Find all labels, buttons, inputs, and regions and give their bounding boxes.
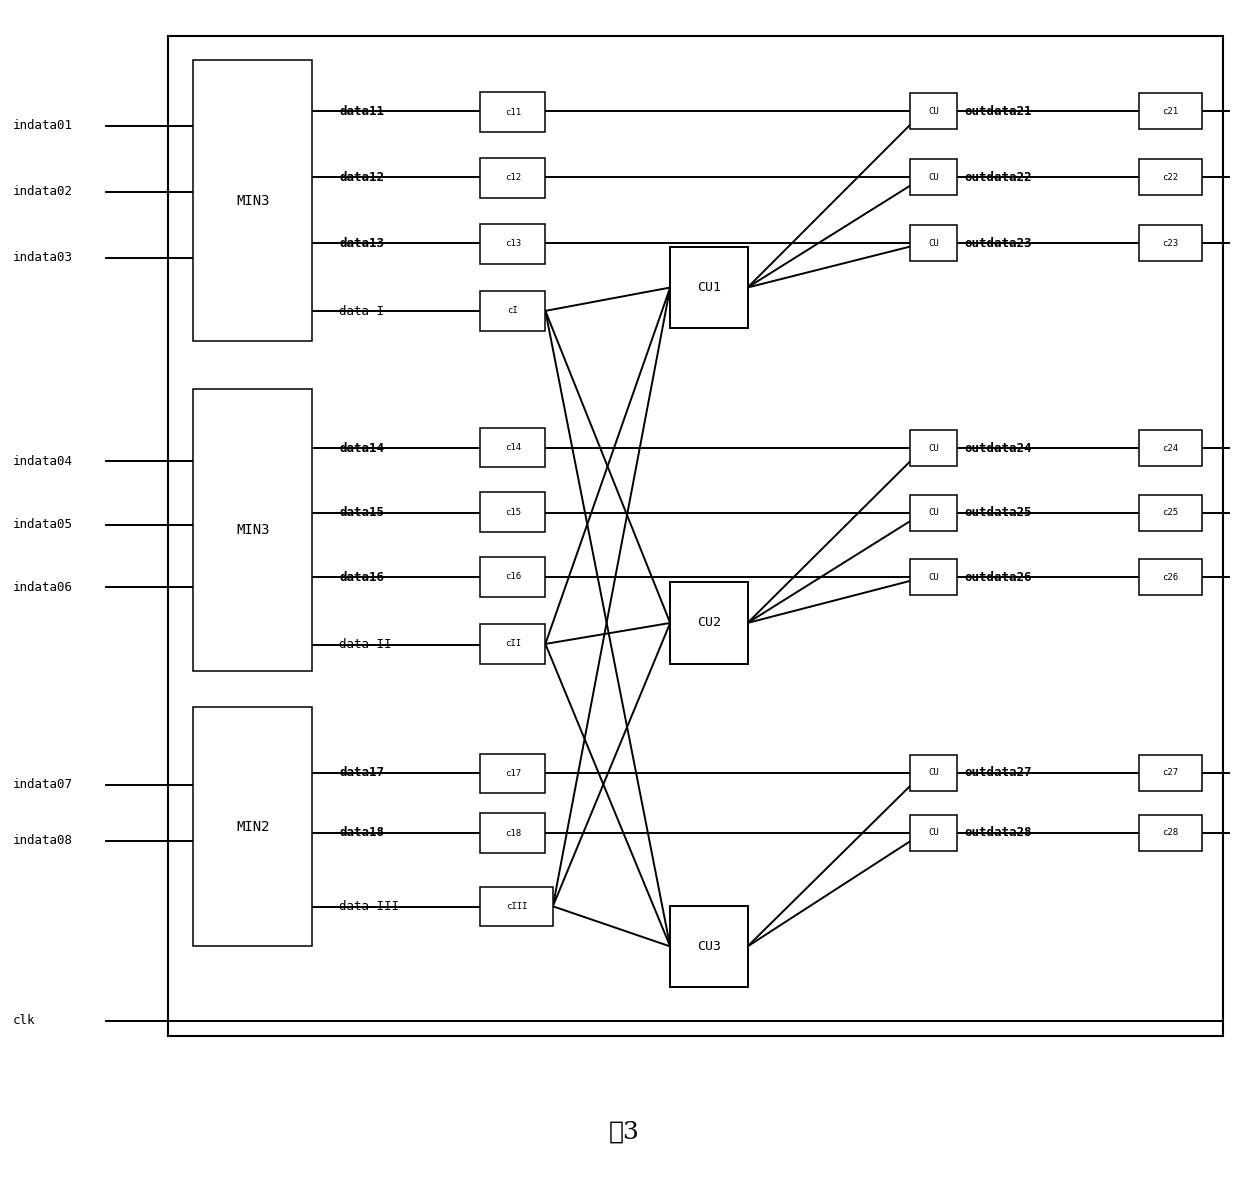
Bar [1139, 225, 1202, 261]
Text: CU: CU [929, 238, 938, 248]
Bar [193, 707, 312, 946]
Bar [1139, 815, 1202, 851]
Bar [480, 624, 545, 664]
Text: indata02: indata02 [12, 186, 72, 198]
Text: indata05: indata05 [12, 519, 72, 531]
Text: indata07: indata07 [12, 779, 72, 791]
Bar [480, 557, 545, 597]
Text: c23: c23 [1163, 238, 1178, 248]
Text: c21: c21 [1163, 107, 1178, 116]
Bar [480, 813, 545, 853]
Bar [910, 559, 957, 595]
Text: data18: data18 [339, 827, 384, 839]
Bar [910, 93, 957, 129]
Text: MIN3: MIN3 [236, 194, 270, 207]
Bar [670, 582, 748, 664]
Text: CU: CU [929, 573, 938, 582]
Text: c26: c26 [1163, 573, 1178, 582]
Text: indata06: indata06 [12, 581, 72, 593]
Text: outdata25: outdata25 [965, 507, 1032, 519]
Bar [670, 906, 748, 987]
Text: data II: data II [339, 639, 392, 651]
Text: c25: c25 [1163, 508, 1178, 518]
Text: c15: c15 [505, 508, 520, 516]
Text: c18: c18 [505, 829, 520, 837]
Text: CU2: CU2 [696, 617, 721, 629]
Bar [910, 225, 957, 261]
Text: CU: CU [929, 173, 938, 182]
Text: outdata27: outdata27 [965, 767, 1032, 779]
Text: data11: data11 [339, 105, 384, 117]
Text: data15: data15 [339, 507, 384, 519]
Text: data14: data14 [339, 442, 384, 454]
Bar [168, 36, 1223, 1036]
Bar [1139, 495, 1202, 531]
Text: outdata21: outdata21 [965, 105, 1032, 117]
Text: CU1: CU1 [696, 282, 721, 294]
Text: c13: c13 [505, 240, 520, 248]
Text: c28: c28 [1163, 828, 1178, 837]
Text: cIII: cIII [505, 902, 528, 910]
Bar [1139, 559, 1202, 595]
Text: outdata28: outdata28 [965, 827, 1032, 839]
Text: CU: CU [929, 508, 938, 518]
Text: cII: cII [505, 640, 520, 648]
Bar [910, 815, 957, 851]
Bar [1139, 159, 1202, 195]
Bar [193, 389, 312, 671]
Bar [480, 92, 545, 132]
Bar [910, 755, 957, 791]
Text: data13: data13 [339, 237, 384, 249]
Text: data III: data III [339, 901, 399, 913]
Bar [1139, 430, 1202, 466]
Text: data17: data17 [339, 767, 384, 779]
Text: CU3: CU3 [696, 940, 721, 952]
Text: CU: CU [929, 828, 938, 837]
Text: CU: CU [929, 768, 938, 778]
Text: c17: c17 [505, 769, 520, 778]
Text: indata03: indata03 [12, 252, 72, 264]
Bar [910, 495, 957, 531]
Text: outdata23: outdata23 [965, 237, 1032, 249]
Text: indata04: indata04 [12, 455, 72, 467]
Text: c27: c27 [1163, 768, 1178, 778]
Text: outdata26: outdata26 [965, 571, 1032, 583]
Bar [480, 754, 545, 793]
Text: indata08: indata08 [12, 835, 72, 847]
Text: c22: c22 [1163, 173, 1178, 182]
Text: indata01: indata01 [12, 120, 72, 132]
Text: data16: data16 [339, 571, 384, 583]
Text: data I: data I [339, 305, 384, 317]
Text: clk: clk [12, 1015, 35, 1027]
Bar [193, 60, 312, 341]
Bar [480, 291, 545, 331]
Bar [670, 247, 748, 328]
Bar [480, 224, 545, 264]
Text: MIN3: MIN3 [236, 524, 270, 537]
Bar [480, 492, 545, 532]
Text: cI: cI [508, 307, 518, 315]
Text: CU: CU [929, 107, 938, 116]
Text: c24: c24 [1163, 443, 1178, 453]
Text: c14: c14 [505, 443, 520, 452]
Bar [480, 887, 553, 926]
Text: data12: data12 [339, 171, 384, 183]
Text: CU: CU [929, 443, 938, 453]
Bar [1139, 93, 1202, 129]
Text: c12: c12 [505, 174, 520, 182]
Bar [480, 428, 545, 467]
Bar [1139, 755, 1202, 791]
Bar [480, 158, 545, 198]
Bar [910, 159, 957, 195]
Text: 图3: 图3 [609, 1120, 639, 1144]
Text: c16: c16 [505, 573, 520, 581]
Text: MIN2: MIN2 [236, 819, 270, 834]
Bar [910, 430, 957, 466]
Text: c11: c11 [505, 108, 520, 116]
Text: outdata24: outdata24 [965, 442, 1032, 454]
Text: outdata22: outdata22 [965, 171, 1032, 183]
